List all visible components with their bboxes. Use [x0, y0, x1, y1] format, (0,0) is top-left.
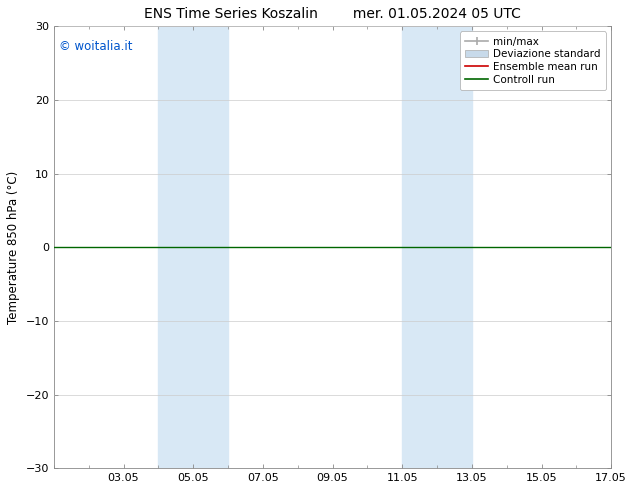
Bar	[158, 26, 228, 468]
Bar	[402, 26, 472, 468]
Title: ENS Time Series Koszalin        mer. 01.05.2024 05 UTC: ENS Time Series Koszalin mer. 01.05.2024…	[144, 7, 521, 21]
Legend: min/max, Deviazione standard, Ensemble mean run, Controll run: min/max, Deviazione standard, Ensemble m…	[460, 31, 606, 90]
Text: © woitalia.it: © woitalia.it	[60, 40, 133, 52]
Y-axis label: Temperature 850 hPa (°C): Temperature 850 hPa (°C)	[7, 171, 20, 324]
